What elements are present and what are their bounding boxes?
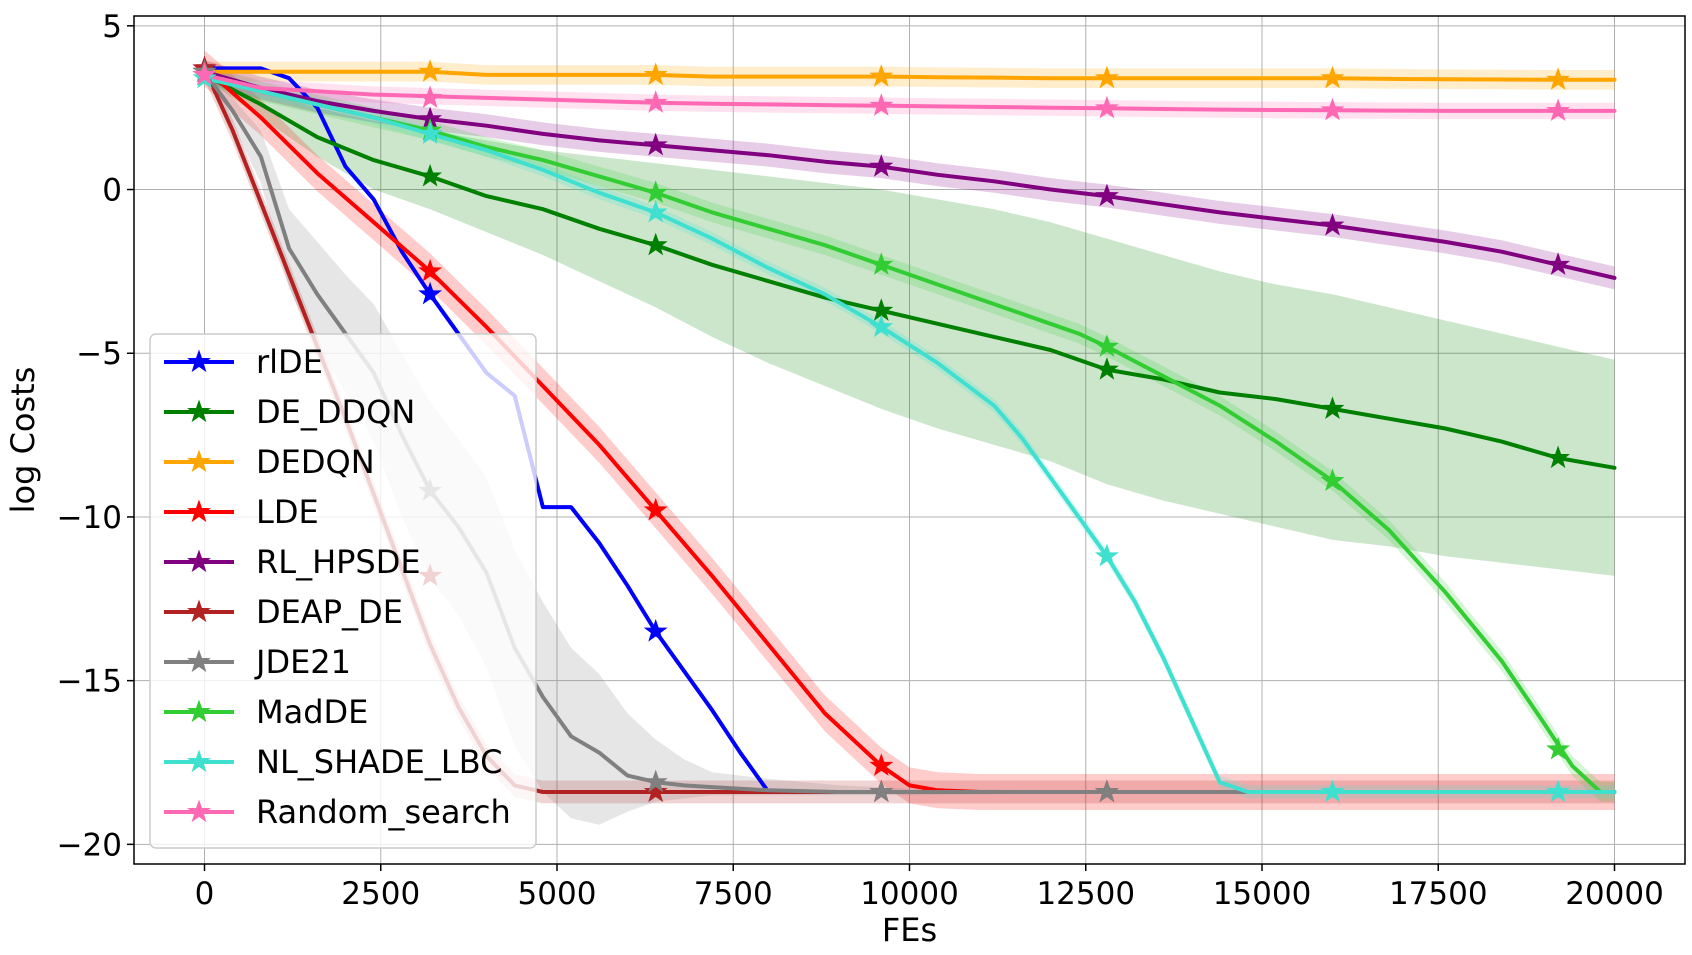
- series-markers: [192, 55, 1571, 803]
- marker-MadDE: [643, 180, 668, 203]
- y-tick-label: 5: [102, 9, 122, 45]
- y-tick-label: 0: [102, 173, 122, 209]
- x-tick-label: 10000: [860, 876, 959, 912]
- band-Random_search: [204, 66, 1615, 120]
- x-tick-label: 15000: [1213, 876, 1312, 912]
- legend: rlDE DE_DDQN DEDQN LDE RL_HPSDE DEAP_DE JDE21 M…: [149, 333, 537, 849]
- legend-label-RL_HPSDE: RL_HPSDE: [256, 543, 421, 581]
- x-tick-label: 2500: [341, 876, 420, 912]
- marker-LDE: [869, 753, 894, 776]
- legend-marker-DEAP_DE: [187, 599, 211, 623]
- marker-NL_SHADE_LBC: [869, 314, 894, 338]
- marker-MadDE: [869, 252, 894, 275]
- legend-label-rlDE: rlDE: [256, 343, 323, 381]
- marker-DEDQN: [418, 59, 443, 82]
- line-Random_search: [202, 72, 1617, 113]
- marker-JDE21: [1094, 779, 1119, 803]
- marker-Random_search: [1546, 98, 1571, 122]
- marker-rlDE: [643, 618, 668, 642]
- confidence-bands: [204, 50, 1615, 825]
- marker-NL_SHADE_LBC: [643, 199, 668, 223]
- marker-MadDE: [1320, 468, 1345, 492]
- legend-marker-RL_HPSDE: [187, 549, 211, 573]
- line-NL_SHADE_LBC: [202, 76, 1617, 794]
- legend-marker-NL_SHADE_LBC: [187, 749, 211, 773]
- x-axis-label: FEs: [882, 911, 937, 949]
- marker-JDE21: [643, 769, 668, 793]
- legend-box: [149, 333, 537, 849]
- band-RL_HPSDE: [204, 60, 1615, 290]
- marker-Random_search: [869, 93, 894, 116]
- line-RL_HPSDE: [202, 69, 1617, 280]
- marker-NL_SHADE_LBC: [1094, 543, 1119, 567]
- x-tick-label: 17500: [1389, 876, 1488, 912]
- legend-marker-rlDE: [187, 349, 211, 373]
- legend-label-JDE21: JDE21: [254, 643, 351, 681]
- marker-DEDQN: [869, 64, 894, 87]
- y-axis-label: log Costs: [4, 367, 42, 514]
- x-tick-label: 20000: [1565, 876, 1664, 912]
- band-DE_DDQN: [204, 71, 1615, 576]
- marker-LDE: [643, 497, 668, 521]
- y-tick-label: −15: [57, 664, 122, 700]
- axis-ticks: 0 2500 5000 7500 10000 12500 15000 17500 20000 5 0…: [57, 9, 1664, 912]
- marker-MadDE: [1546, 736, 1571, 760]
- marker-DE_DDQN: [418, 163, 443, 187]
- marker-DE_DDQN: [643, 232, 668, 256]
- y-tick-label: −20: [57, 827, 122, 863]
- legend-label-DEDQN: DEDQN: [256, 443, 375, 481]
- line-DE_DDQN: [202, 72, 1617, 470]
- marker-RL_HPSDE: [643, 132, 668, 156]
- marker-DEDQN: [1094, 65, 1119, 89]
- x-tick-label: 0: [195, 876, 215, 912]
- band-JDE21: [204, 68, 1615, 825]
- x-tick-label: 7500: [694, 876, 773, 912]
- marker-Random_search: [1094, 95, 1119, 119]
- marker-DEDQN: [643, 62, 668, 86]
- marker-MadDE: [1094, 334, 1119, 357]
- legend-marker-LDE: [187, 499, 211, 523]
- marker-DE_DDQN: [1546, 445, 1571, 469]
- marker-Random_search: [643, 90, 668, 113]
- legend-label-DE_DDQN: DE_DDQN: [256, 393, 415, 431]
- marker-NL_SHADE_LBC: [1320, 779, 1345, 803]
- marker-rlDE: [418, 281, 443, 305]
- line-MadDE: [202, 72, 1617, 794]
- x-tick-label: 5000: [518, 876, 597, 912]
- marker-Random_search: [192, 62, 217, 86]
- legend-marker-Random_search: [187, 799, 211, 823]
- legend-label-LDE: LDE: [256, 493, 319, 531]
- legend-label-DEAP_DE: DEAP_DE: [256, 593, 403, 631]
- marker-RL_HPSDE: [1094, 183, 1119, 207]
- y-tick-label: −5: [76, 336, 122, 372]
- marker-DEDQN: [1320, 65, 1345, 89]
- marker-DEAP_DE: [643, 779, 668, 803]
- legend-marker-MadDE: [187, 699, 211, 723]
- legend-label-MadDE: MadDE: [256, 693, 368, 731]
- legend-marker-DEDQN: [187, 449, 211, 473]
- marker-Random_search: [418, 85, 443, 109]
- marker-RL_HPSDE: [1320, 212, 1345, 236]
- marker-JDE21: [869, 779, 894, 803]
- marker-Random_search: [1320, 97, 1345, 121]
- marker-NL_SHADE_LBC: [418, 121, 443, 145]
- marker-NL_SHADE_LBC: [1546, 779, 1571, 803]
- line-DEDQN: [202, 69, 1617, 82]
- grid: [134, 16, 1685, 864]
- x-tick-label: 12500: [1036, 876, 1135, 912]
- marker-DE_DDQN: [1320, 396, 1345, 420]
- legend-label-Random_search: Random_search: [256, 793, 511, 831]
- marker-RL_HPSDE: [869, 154, 894, 177]
- legend-marker-DE_DDQN: [187, 399, 211, 423]
- marker-DEDQN: [1546, 67, 1571, 90]
- series-lines: [202, 66, 1617, 794]
- marker-LDE: [418, 258, 443, 282]
- line-JDE21: [202, 69, 1617, 794]
- legend-marker-JDE21: [187, 649, 211, 673]
- marker-RL_HPSDE: [1546, 252, 1571, 275]
- marker-DE_DDQN: [1094, 357, 1119, 380]
- y-tick-label: −10: [57, 500, 122, 536]
- legend-label-NL_SHADE_LBC: NL_SHADE_LBC: [256, 743, 502, 781]
